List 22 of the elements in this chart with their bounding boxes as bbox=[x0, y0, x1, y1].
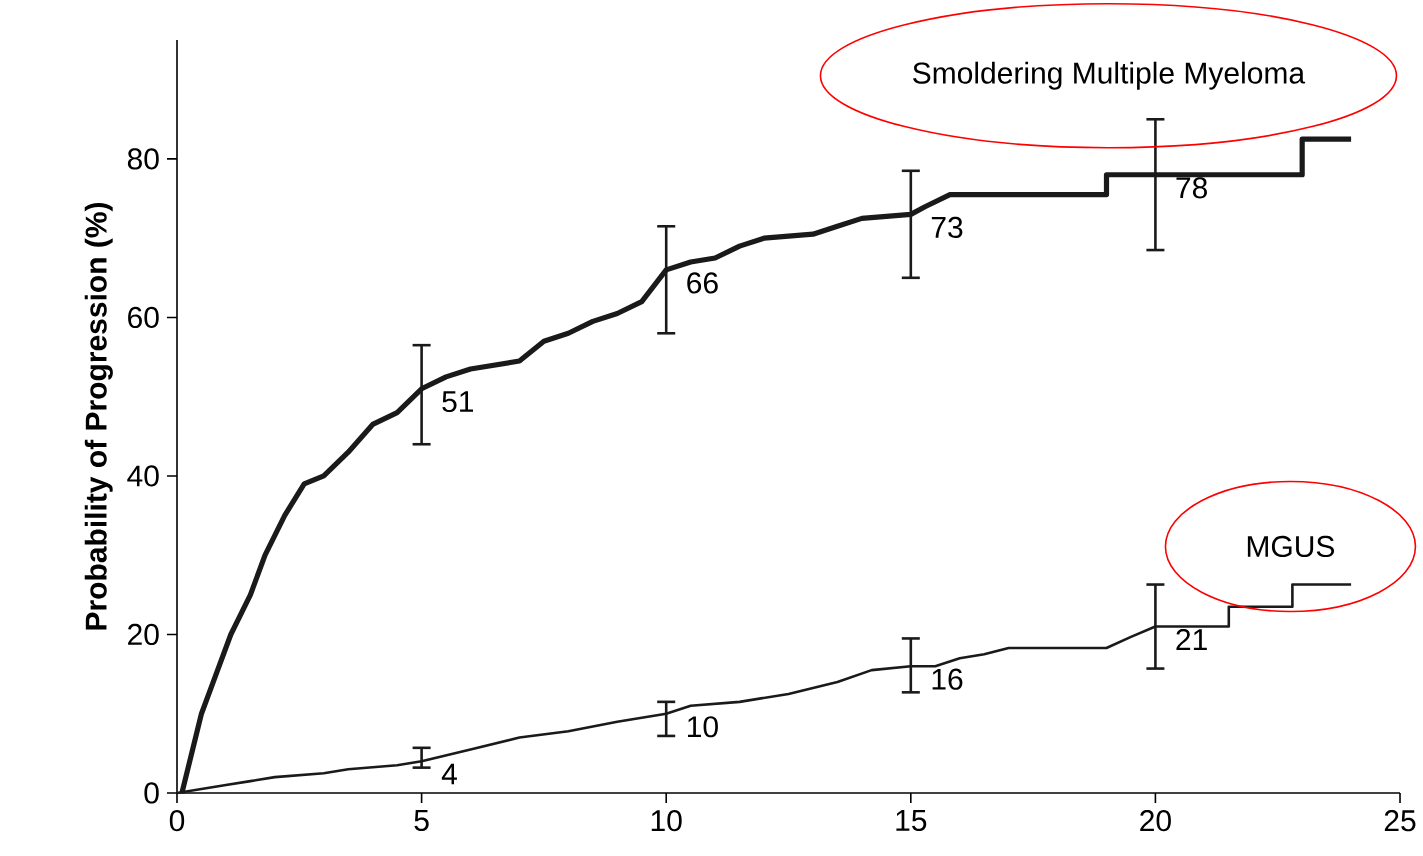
data-label: 73 bbox=[931, 216, 963, 239]
x-tick-label: 10 bbox=[651, 810, 682, 832]
data-label: 4 bbox=[441, 763, 457, 785]
series-label: MGUS bbox=[1247, 535, 1335, 558]
x-tick-label: 15 bbox=[896, 810, 927, 831]
x-tick-label: 20 bbox=[1140, 810, 1171, 832]
y-tick-label: 0 bbox=[144, 782, 159, 804]
y-tick-label: 60 bbox=[128, 306, 159, 329]
data-label: 16 bbox=[932, 668, 963, 690]
data-label: 21 bbox=[1176, 628, 1207, 650]
series-label: Smoldering Multiple Myeloma bbox=[913, 61, 1306, 90]
data-label: 10 bbox=[688, 716, 718, 738]
y-tick-label: 80 bbox=[127, 148, 159, 170]
x-tick-label: 5 bbox=[414, 810, 429, 831]
data-label: 78 bbox=[1176, 177, 1207, 199]
data-label: 51 bbox=[442, 391, 474, 413]
x-tick-label: 25 bbox=[1384, 810, 1416, 832]
x-tick-label: 0 bbox=[169, 810, 185, 832]
data-label: 66 bbox=[687, 272, 718, 294]
y-tick-label: 20 bbox=[128, 623, 159, 646]
y-tick-label: 40 bbox=[127, 465, 159, 487]
y-axis-title: Probability of Progression (%) bbox=[84, 202, 113, 630]
